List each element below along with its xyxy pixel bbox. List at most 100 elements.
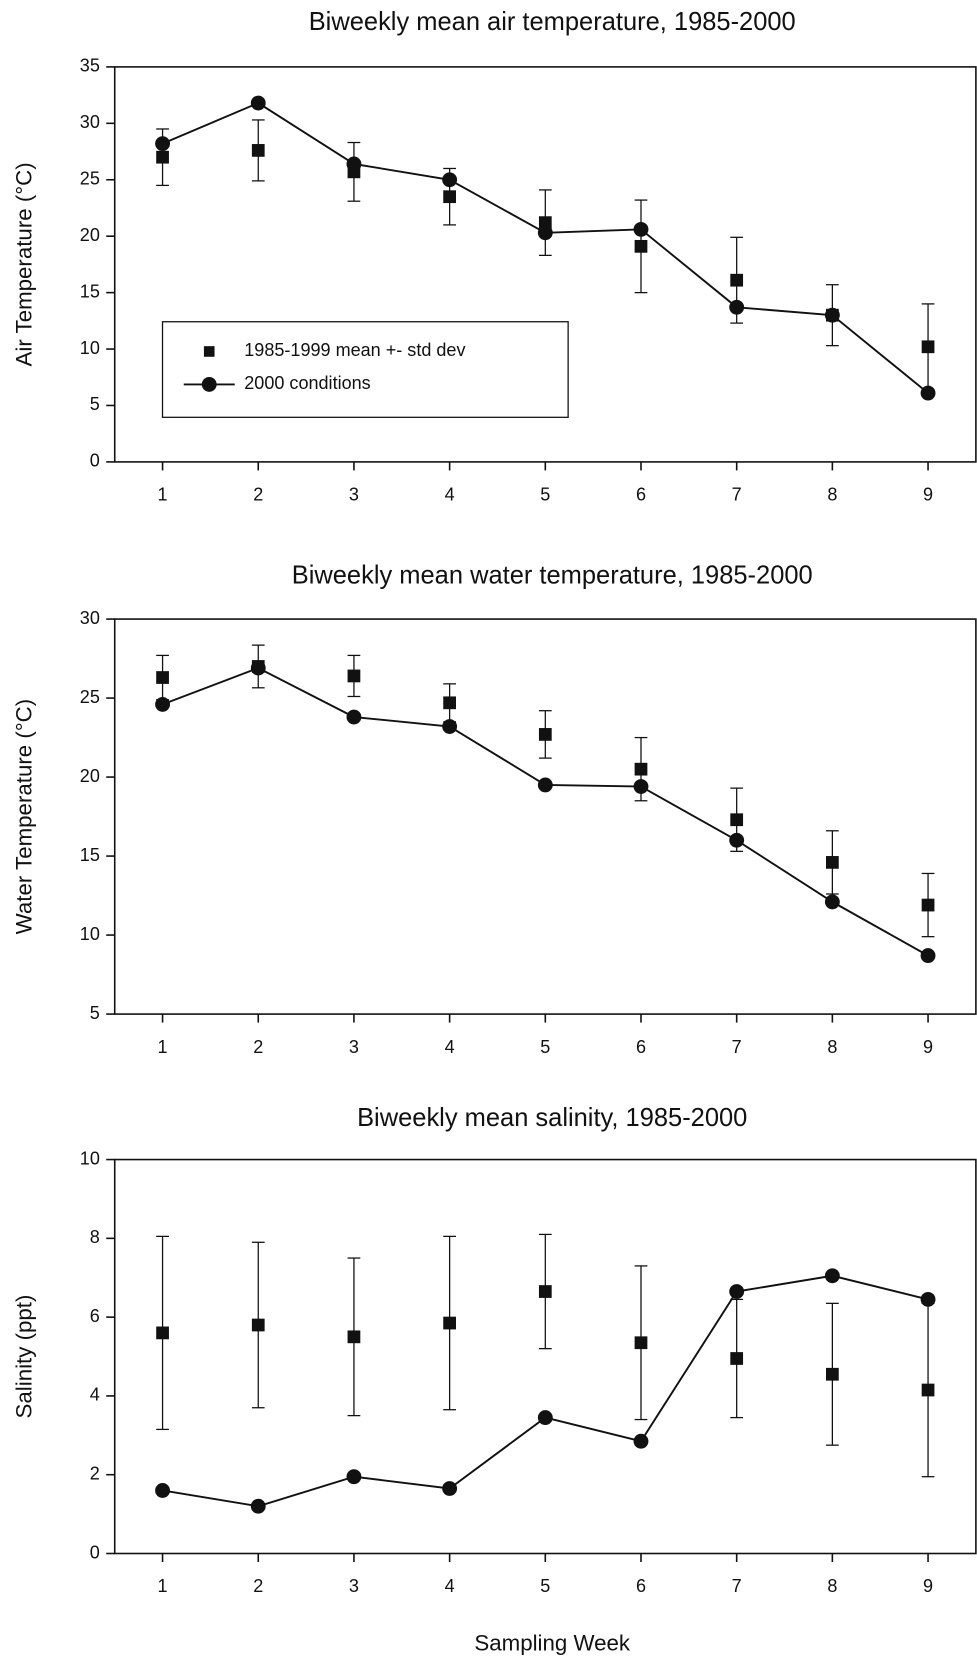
circle-marker [250,660,266,676]
square-marker [443,696,456,710]
x-tick-label: 8 [827,1037,837,1057]
circle-marker [824,894,840,910]
square-marker [634,762,648,776]
circle-marker [537,225,553,241]
y-tick-label: 0 [90,1542,100,1562]
x-tick-label: 7 [732,1576,742,1596]
y-tick-label: 5 [90,1003,100,1023]
x-axis-label: Sampling Week [474,1631,630,1656]
x-tick-label: 1 [158,1576,168,1596]
square-marker [634,1336,648,1350]
circle-marker [729,299,745,315]
square-marker [634,239,648,253]
legend-marker [201,376,217,392]
square-marker [730,1352,744,1365]
y-tick-label: 30 [80,608,100,628]
y-tick-label: 4 [90,1385,100,1405]
circle-marker [633,221,649,237]
circle-marker [442,1481,458,1496]
circle-marker [729,1284,745,1299]
y-tick-label: 25 [80,687,100,707]
circle-marker [920,948,936,964]
square-marker [251,144,265,157]
square-marker [156,671,169,684]
circle-marker [920,385,936,401]
x-tick-label: 5 [540,485,550,505]
y-axis-label: Salinity (ppt) [11,1295,36,1419]
square-marker [730,273,744,287]
x-tick-label: 1 [158,485,168,505]
x-tick-label: 6 [636,485,646,505]
circle-marker [537,1410,553,1426]
legend-label: 1985-1999 mean +- std dev [244,340,465,360]
x-tick-label: 9 [923,485,933,505]
y-tick-label: 2 [90,1463,100,1483]
x-tick-label: 5 [540,1037,550,1057]
circle-marker [824,307,840,323]
x-tick-label: 3 [349,485,359,505]
y-tick-label: 6 [90,1306,100,1326]
chart-title: Biweekly mean salinity, 1985-2000 [357,1104,747,1132]
y-tick-label: 35 [80,56,100,76]
y-tick-label: 15 [80,845,100,865]
circle-marker [250,1498,266,1514]
y-tick-label: 20 [80,225,100,245]
y-tick-label: 30 [80,112,100,132]
square-marker [538,216,552,230]
y-tick-label: 10 [80,1148,100,1168]
x-tick-label: 3 [349,1037,359,1057]
square-marker [538,728,552,741]
circle-marker [346,1469,362,1485]
square-marker [538,1285,552,1298]
x-tick-label: 4 [445,1576,455,1596]
chart-title: Biweekly mean water temperature, 1985-20… [292,561,813,589]
circle-marker [442,172,458,188]
square-marker [347,669,361,683]
circle-marker [920,1291,936,1307]
x-tick-label: 6 [636,1037,646,1057]
y-axis-label: Water Temperature (°C) [11,699,36,934]
square-marker [921,1383,935,1397]
y-tick-label: 8 [90,1227,100,1247]
y-tick-label: 20 [80,766,100,786]
chart-title: Biweekly mean air temperature, 1985-2000 [309,8,796,36]
y-tick-label: 5 [90,394,100,414]
y-tick-label: 10 [80,338,100,358]
plot-frame [113,618,977,1015]
y-tick-label: 25 [80,169,100,189]
circle-marker [155,696,171,712]
x-tick-label: 5 [540,1576,550,1596]
square-marker [443,1316,456,1330]
square-marker [825,1367,839,1381]
circle-marker [824,1268,840,1284]
circle-marker [155,1483,171,1498]
y-tick-label: 10 [80,924,100,944]
x-tick-label: 2 [253,1576,263,1596]
x-tick-label: 7 [732,1037,742,1057]
legend-label: 2000 conditions [244,373,370,393]
square-marker [730,813,744,827]
x-tick-label: 4 [445,485,455,505]
x-tick-label: 9 [923,1576,933,1596]
x-tick-label: 3 [349,1576,359,1596]
x-tick-label: 2 [253,1037,263,1057]
circle-marker [729,832,745,848]
circle-marker [633,1433,649,1449]
square-marker [156,150,169,164]
square-marker [347,1330,361,1344]
square-marker [921,898,935,912]
circle-marker [537,777,553,793]
x-tick-label: 6 [636,1576,646,1596]
circle-marker [346,709,362,725]
x-tick-label: 9 [923,1037,933,1057]
square-marker [156,1326,169,1340]
circle-marker [633,779,649,794]
x-tick-label: 1 [158,1037,168,1057]
x-tick-label: 8 [827,485,837,505]
circle-marker [442,719,458,734]
square-marker [921,340,935,354]
legend-marker [203,346,215,357]
x-tick-label: 7 [732,485,742,505]
circle-marker [155,136,171,152]
